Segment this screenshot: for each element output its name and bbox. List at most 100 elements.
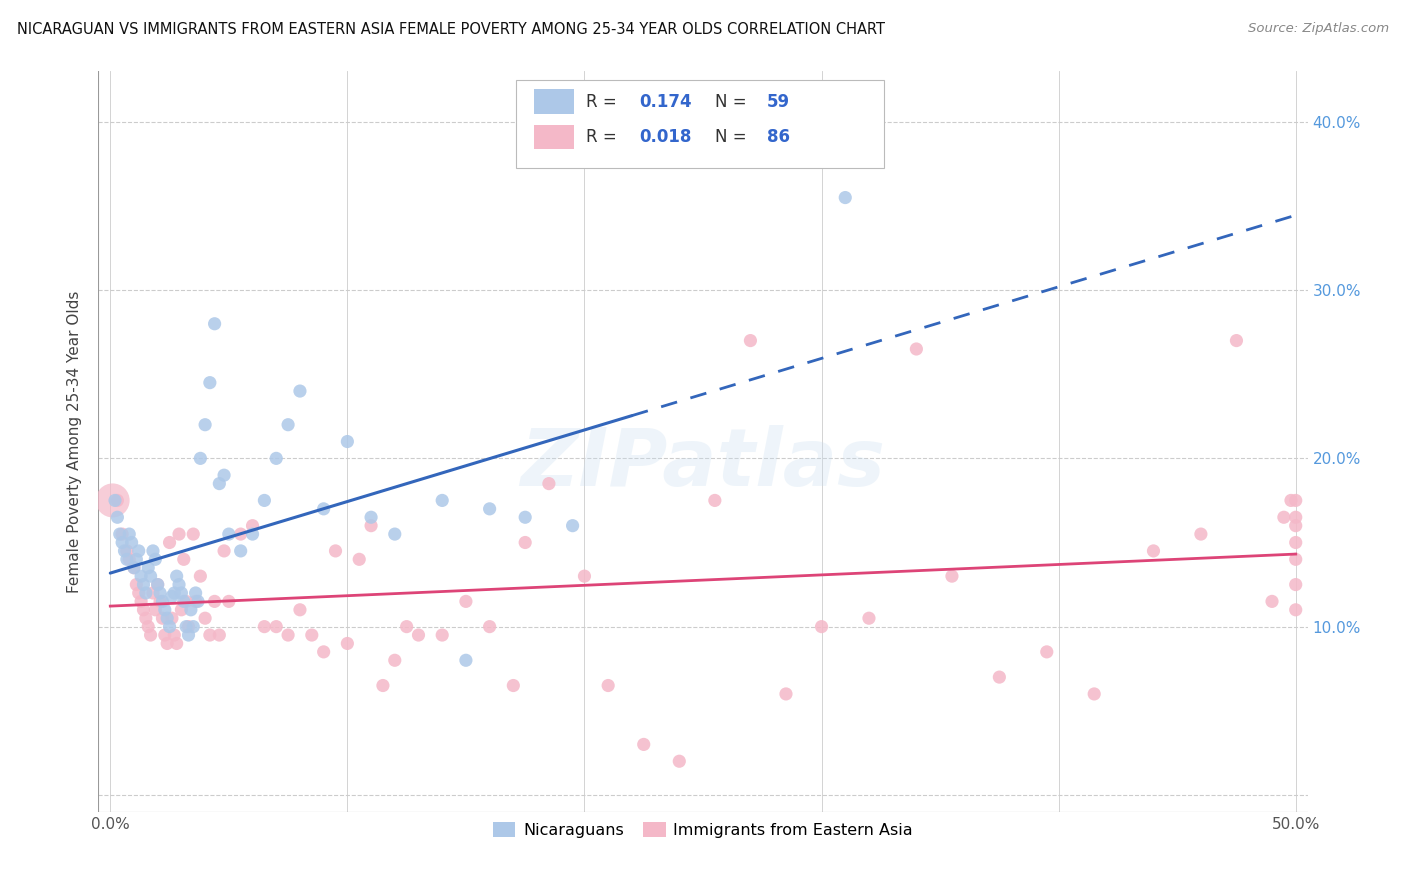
Point [181,619,204,633]
Point [1285,510,1308,524]
Point [218,594,240,608]
Point [115,552,138,566]
Point [129,569,152,583]
Point [1279,493,1302,508]
Point [180,603,202,617]
Point [160,590,183,604]
Point [834,190,856,204]
Point [1261,594,1284,608]
Point [454,594,477,608]
Point [125,577,148,591]
Point [177,619,200,633]
Point [312,645,335,659]
Point [187,594,209,608]
Text: 59: 59 [768,93,790,111]
Point [174,619,197,633]
Point [129,594,152,608]
Point [135,586,157,600]
Point [264,619,287,633]
Point [173,594,195,608]
Point [1272,510,1295,524]
Point [301,628,323,642]
Point [177,628,200,642]
Point [212,468,235,483]
Point [159,619,181,633]
Point [142,544,165,558]
Point [204,317,226,331]
Point [740,334,762,348]
Point [142,586,165,600]
Point [1285,535,1308,549]
Point [988,670,1011,684]
Point [167,527,190,541]
Point [174,594,197,608]
Point [229,527,252,541]
Point [198,628,221,642]
Point [105,510,128,524]
Point [118,552,141,566]
Point [502,679,524,693]
Point [858,611,880,625]
Point [170,603,193,617]
Point [1036,645,1059,659]
Point [152,594,174,608]
Point [139,628,162,642]
Point [395,619,418,633]
FancyBboxPatch shape [516,80,884,168]
Point [432,493,454,508]
Point [515,535,537,549]
Point [153,603,176,617]
Point [1285,603,1308,617]
Point [1189,527,1212,541]
Point [184,586,207,600]
Point [941,569,963,583]
Point [149,586,172,600]
Text: N =: N = [716,128,752,146]
Point [156,611,179,625]
Point [104,493,127,508]
Point [143,603,166,617]
Text: N =: N = [716,93,752,111]
Point [1083,687,1105,701]
Point [432,628,454,642]
Point [360,510,382,524]
Point [277,628,299,642]
Point [163,586,186,600]
Point [212,544,235,558]
FancyBboxPatch shape [534,89,574,113]
Point [277,417,299,432]
Point [108,527,131,541]
Point [208,628,231,642]
Point [132,577,155,591]
Point [1285,577,1308,591]
Point [156,636,179,650]
Point [152,611,174,625]
Point [229,544,252,558]
Point [167,577,190,591]
Point [454,653,477,667]
Point [408,628,430,642]
Point [128,586,150,600]
Text: R =: R = [586,93,621,111]
FancyBboxPatch shape [534,125,574,149]
Point [114,544,136,558]
Point [312,501,335,516]
Point [1285,493,1308,508]
Point [146,577,169,591]
Point [111,535,134,549]
Point [132,603,155,617]
Point [336,434,359,449]
Point [136,619,159,633]
Point [253,619,276,633]
Point [574,569,596,583]
Point [218,527,240,541]
Point [160,611,183,625]
Point [181,527,204,541]
Point [173,552,195,566]
Point [194,417,217,432]
Point [122,560,145,574]
Point [163,628,186,642]
Point [598,679,620,693]
Y-axis label: Female Poverty Among 25-34 Year Olds: Female Poverty Among 25-34 Year Olds [67,291,83,592]
Point [336,636,359,650]
